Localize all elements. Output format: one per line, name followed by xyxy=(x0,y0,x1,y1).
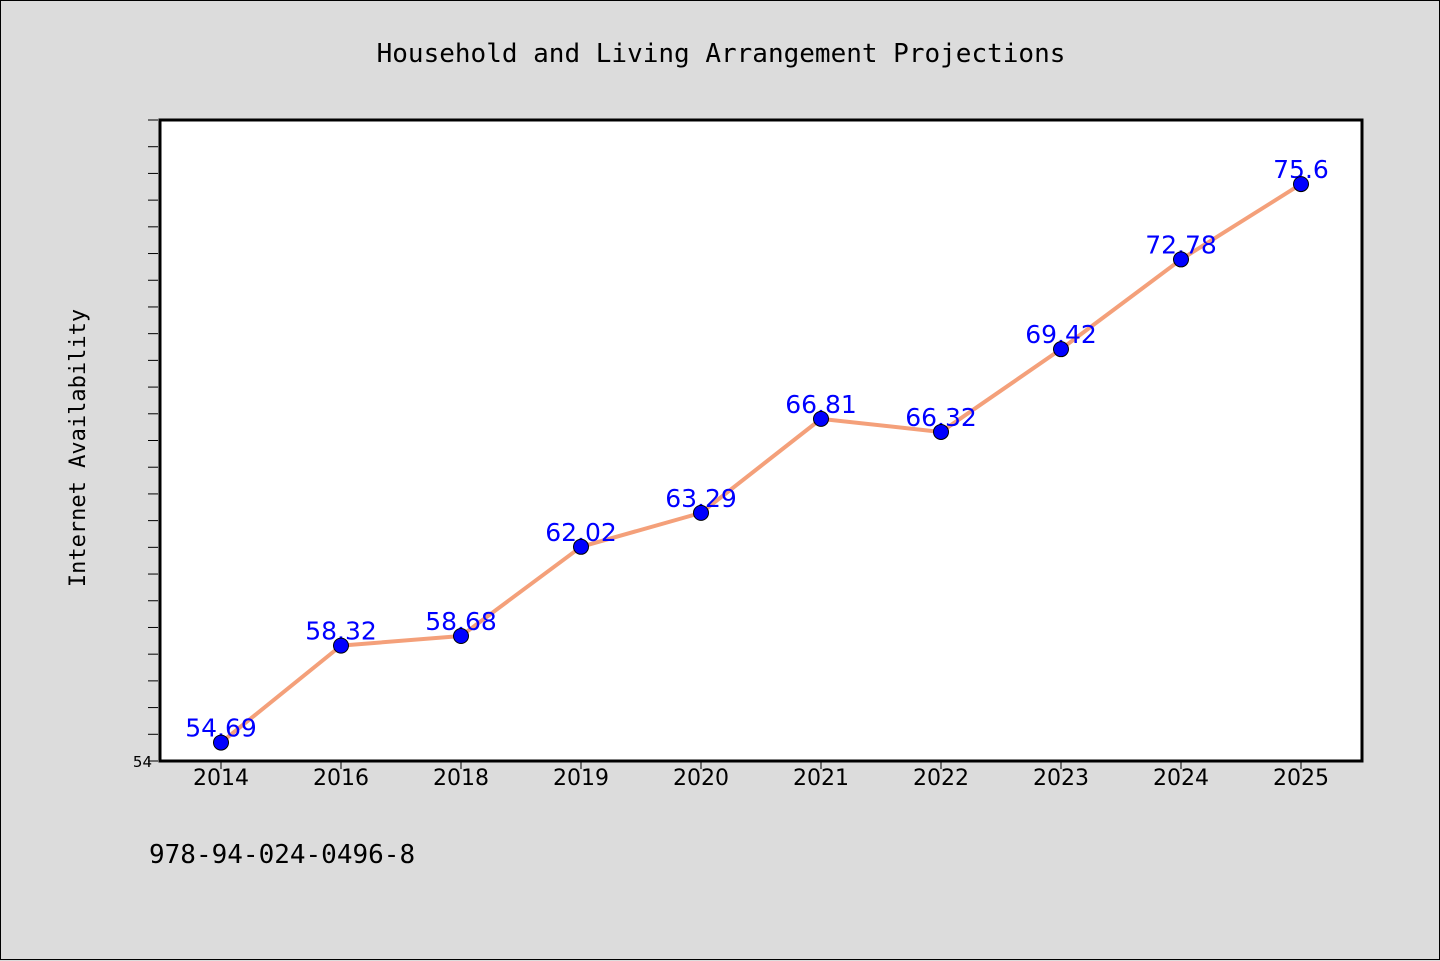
x-tick-label: 2019 xyxy=(553,766,609,791)
data-point xyxy=(693,504,709,521)
data-point xyxy=(573,538,589,555)
data-point xyxy=(213,734,229,751)
chart-title: Household and Living Arrangement Project… xyxy=(377,39,1066,69)
x-tick-label: 2024 xyxy=(1153,766,1209,791)
series-markers xyxy=(213,176,1309,751)
footer-isbn: 978-94-024-0496-8 xyxy=(149,840,415,870)
data-point xyxy=(1053,341,1069,358)
data-point xyxy=(933,423,949,440)
x-axis-ticks: 2014 2016 2018 2019 2020 2021 2022 2023 2024 2025 xyxy=(193,761,1329,791)
series-polyline xyxy=(219,182,1303,745)
x-tick-label: 2023 xyxy=(1033,766,1089,791)
y-axis-label: Internet Availability xyxy=(66,309,91,587)
data-point xyxy=(1293,176,1309,193)
plot-area xyxy=(158,118,1364,763)
data-point xyxy=(813,410,829,427)
y-tick-label: 54 xyxy=(133,753,152,771)
data-point xyxy=(333,637,349,654)
data-point xyxy=(1173,251,1189,268)
data-point xyxy=(453,628,469,645)
x-tick-label: 2025 xyxy=(1273,766,1329,791)
x-tick-label: 2021 xyxy=(793,766,849,791)
x-tick-label: 2018 xyxy=(433,766,489,791)
x-tick-label: 2022 xyxy=(913,766,969,791)
y-axis-ticks: 54 xyxy=(133,119,158,771)
x-tick-label: 2020 xyxy=(673,766,729,791)
x-tick-label: 2016 xyxy=(313,766,369,791)
series-line xyxy=(219,182,1303,745)
x-tick-label: 2014 xyxy=(193,766,249,791)
